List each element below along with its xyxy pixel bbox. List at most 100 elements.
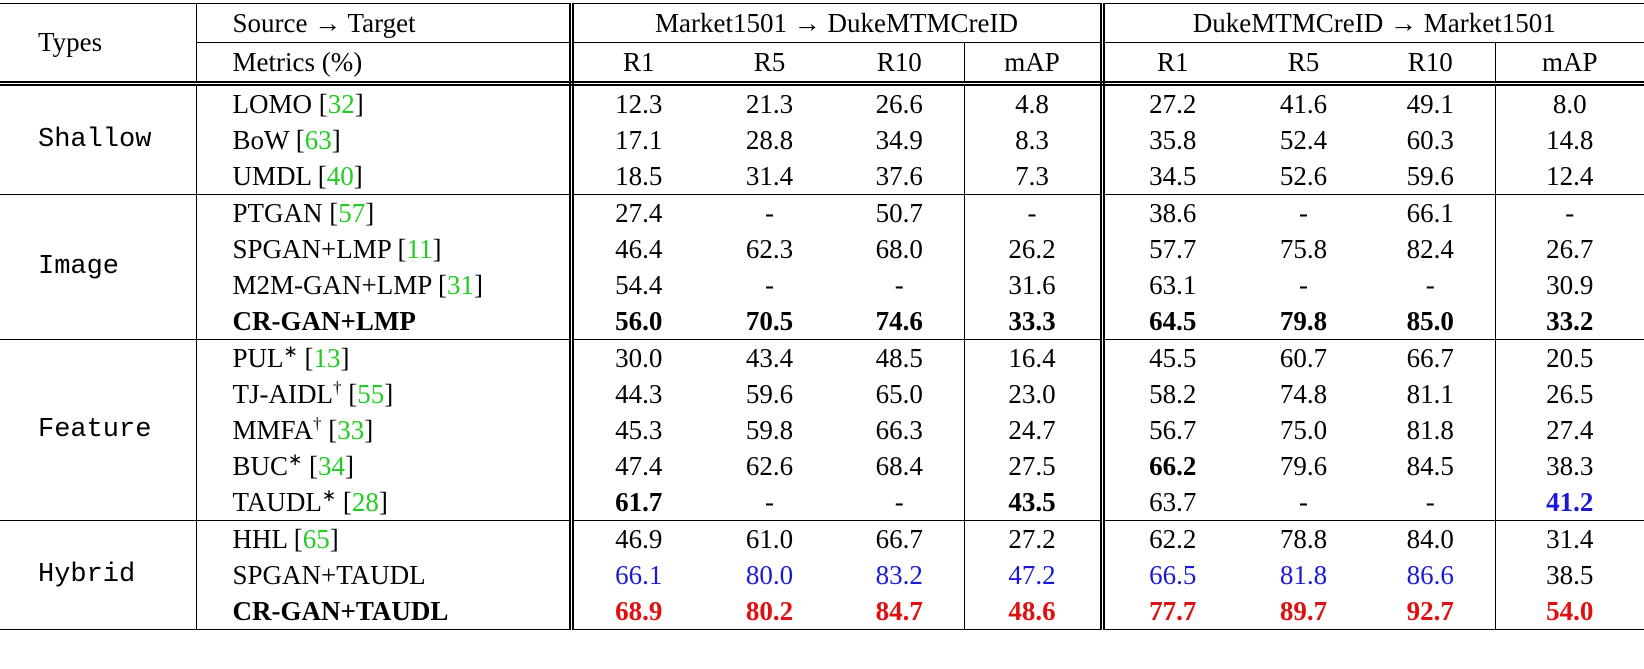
value-cell: 14.8 [1546, 124, 1594, 155]
citation: [34] [309, 450, 355, 481]
value-cell: 41.6 [1279, 88, 1328, 119]
metric-header: R1 [571, 42, 704, 86]
value-cell: 77.7 [1102, 593, 1241, 630]
value-cell: 79.6 [1279, 450, 1328, 481]
value-cell: - [964, 194, 1105, 231]
value-cell: 45.5 [1149, 342, 1197, 373]
source-target-header: Source → Target [196, 3, 574, 43]
method-name: CR-GAN+LMP [232, 305, 416, 336]
value-cell: 62.2 [1149, 523, 1197, 554]
method-cell: PTGAN [57] [196, 194, 574, 231]
table-body: Shallow LOMO [32] 12.3 21.3 26.6 4.8 27.2 41.6 4… [0, 83, 1644, 630]
value-cell: 7.3 [964, 158, 1105, 195]
value-cell: 49.1 [1366, 83, 1496, 122]
citation: [33] [328, 414, 374, 445]
citation: [11] [397, 233, 442, 264]
method-name: LOMO [232, 88, 313, 119]
table-row: TJ-AIDL† [55] 44.3 59.6 65.0 23.0 58.2 74.8 81.… [0, 376, 1644, 412]
header-row: Types Source → Target Market1501 → DukeMTM… [0, 3, 1644, 86]
value-cell: 45.3 [615, 414, 663, 445]
method-cell: UMDL [40] [196, 158, 574, 195]
citation: [57] [329, 197, 375, 228]
value-cell: 38.6 [1149, 197, 1197, 228]
table-row: TAUDL∗ [28] 61.7- -43.5 63.7- -41.2 [0, 484, 1644, 521]
value-cell: - [1299, 197, 1308, 228]
value-cell: 35.8 [1149, 124, 1197, 155]
value-cell: 47.4 [615, 450, 663, 481]
value-cell: - [765, 197, 774, 228]
value-cell: 89.7 [1241, 593, 1366, 630]
value-cell: 26.2 [964, 231, 1105, 267]
table-row: Shallow LOMO [32] 12.3 21.3 26.6 4.8 27.2 41.6 4… [0, 83, 1644, 195]
value-cell: 27.2 [1149, 88, 1197, 119]
value-cell: 46.4 [615, 233, 663, 264]
value-cell: 20.5 [1546, 342, 1594, 373]
value-cell: 21.3 [745, 88, 794, 119]
value-cell: 62.6 [745, 450, 794, 481]
value-cell: 12.4 [1495, 158, 1644, 195]
group-header: Market1501 → DukeMTMCreID [571, 3, 1105, 43]
value-cell: 61.7 [571, 484, 704, 521]
group-header: DukeMTMCreID → Market1501 [1102, 3, 1644, 43]
citation: [32] [318, 88, 364, 119]
value-cell: 80.0 [745, 559, 794, 590]
method-mark: ∗ [283, 341, 298, 361]
header-row: Metrics (%) R1 R5 R10 mAP R1 R5 R10 mAP [0, 42, 1644, 86]
value-cell: 43.5 [964, 484, 1105, 521]
value-cell: 58.2 [1149, 378, 1197, 409]
method-mark: ∗ [321, 485, 337, 505]
table-row: MMFA† [33] 45.3 59.8 66.3 24.7 56.7 75.0 81.8 27… [0, 412, 1644, 448]
value-cell: 66.1 [615, 559, 663, 590]
citation: [28] [342, 486, 388, 517]
value-cell: - [704, 484, 835, 521]
method-cell: TJ-AIDL† [55] [196, 376, 574, 412]
value-cell: 16.4 [964, 339, 1105, 376]
value-cell: 8.0 [1552, 88, 1587, 119]
method-cell: TAUDL∗ [28] [196, 484, 574, 521]
type-label: Shallow [0, 83, 197, 195]
method-cell: SPGAN+TAUDL [196, 557, 574, 593]
method-cell: BUC∗ [34] [196, 448, 574, 484]
metric-header: R1 [1102, 42, 1241, 86]
method-cell: LOMO [32] [196, 83, 574, 122]
value-cell: 66.2 [1149, 450, 1197, 481]
value-cell: 92.7 [1366, 593, 1496, 630]
value-cell: 38.3 [1546, 450, 1594, 481]
value-cell: 61.0 [745, 523, 794, 554]
method-name: PTGAN [232, 197, 323, 228]
value-cell: 75.0 [1279, 414, 1328, 445]
table-row: Hybrid HHL [65] 46.9 61.0 66.7 27.2 62.2 78.8 84… [0, 520, 1644, 630]
table-row: M2M-GAN+LMP [31] 54.4- -31.6 63.1- -30.9 [0, 267, 1644, 303]
value-cell: 27.4 [1546, 414, 1594, 445]
value-cell: - [835, 484, 965, 521]
value-cell: 26.6 [835, 83, 965, 122]
value-cell: 38.5 [1546, 559, 1594, 590]
value-cell: 23.0 [964, 376, 1105, 412]
value-cell: 84.7 [835, 593, 965, 630]
value-cell: 27.2 [964, 520, 1105, 557]
value-cell: 81.1 [1366, 376, 1496, 412]
value-cell: 65.0 [835, 376, 965, 412]
value-cell: 27.5 [964, 448, 1105, 484]
citation: [40] [317, 160, 363, 191]
type-label: Feature [0, 339, 197, 521]
value-cell: 8.3 [964, 122, 1105, 158]
value-cell: 66.7 [835, 520, 965, 557]
value-cell: 28.8 [745, 124, 794, 155]
value-cell: 81.8 [1366, 412, 1496, 448]
value-cell: 24.7 [964, 412, 1105, 448]
value-cell: 70.5 [704, 303, 835, 340]
method-name: MMFA [232, 414, 314, 445]
value-cell: 63.1 [1149, 269, 1197, 300]
method-mark: ∗ [288, 449, 303, 469]
value-cell: - [1565, 197, 1575, 228]
value-cell: 66.5 [1149, 559, 1197, 590]
value-cell: 48.5 [835, 339, 965, 376]
method-name: TAUDL [232, 486, 322, 517]
method-cell: MMFA† [33] [196, 412, 574, 448]
value-cell: 62.3 [745, 233, 794, 264]
value-cell: 37.6 [835, 158, 965, 195]
value-cell: 50.7 [835, 194, 965, 231]
value-cell: 31.4 [704, 158, 835, 195]
value-cell: 31.6 [964, 267, 1105, 303]
